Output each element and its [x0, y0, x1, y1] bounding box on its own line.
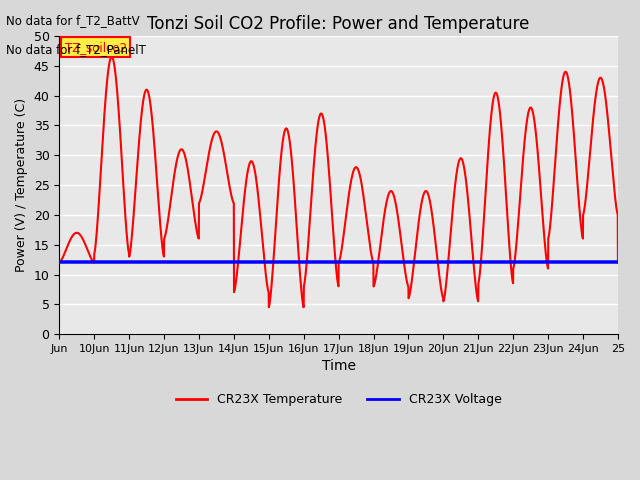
Y-axis label: Power (V) / Temperature (C): Power (V) / Temperature (C)	[15, 98, 28, 272]
Legend: CR23X Temperature, CR23X Voltage: CR23X Temperature, CR23X Voltage	[171, 388, 506, 411]
Title: Tonzi Soil CO2 Profile: Power and Temperature: Tonzi Soil CO2 Profile: Power and Temper…	[147, 15, 530, 33]
X-axis label: Time: Time	[322, 360, 356, 373]
Text: No data for f_T2_BattV: No data for f_T2_BattV	[6, 14, 140, 27]
Text: TZ_soilco2: TZ_soilco2	[65, 41, 127, 54]
Text: No data for f_T2_PanelT: No data for f_T2_PanelT	[6, 43, 147, 56]
